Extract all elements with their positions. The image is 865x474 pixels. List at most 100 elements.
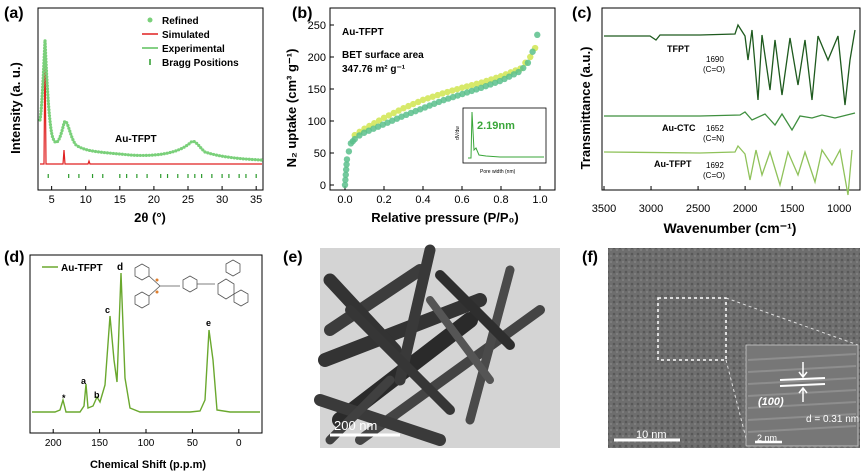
- refined-point: [42, 64, 46, 68]
- panel-b-isotherm-points: [341, 31, 541, 189]
- peak-label-a: a: [81, 376, 87, 386]
- tick-label: 2500: [686, 203, 710, 215]
- panel-c-peak3-group: (C=O): [703, 171, 725, 180]
- desorption-point: [527, 53, 534, 61]
- panel-c-label-tfpt: TFPT: [667, 44, 690, 54]
- refined-point: [46, 96, 50, 100]
- refined-point: [45, 78, 49, 82]
- panel-a-bragg-positions: [47, 174, 257, 178]
- refined-point: [40, 91, 44, 95]
- refined-point: [57, 137, 61, 141]
- refined-point: [256, 158, 260, 162]
- refined-point: [47, 105, 51, 109]
- panel-c-frame: [601, 7, 861, 191]
- panel-c-peak1-value: 1690: [706, 55, 724, 64]
- adsorption-point: [343, 161, 350, 168]
- refined-point: [132, 153, 136, 157]
- panel-c-label-auctc: Au-CTC: [662, 123, 696, 133]
- refined-point: [39, 112, 43, 116]
- refined-point: [58, 134, 62, 138]
- desorption-point: [400, 105, 407, 112]
- tick-label: 50: [187, 438, 199, 449]
- tick-label: 0.8: [493, 194, 508, 206]
- panel-e: (e) 200 nm: [283, 244, 560, 448]
- refined-point: [199, 146, 203, 150]
- panel-b: (b) N₂ uptake (cm³ g⁻¹) 0.0 0.2 0.4 0.6 0.8 1…: [284, 5, 556, 225]
- panel-b-letter: (b): [292, 5, 312, 22]
- desorption-point: [463, 83, 471, 90]
- refined-point: [48, 117, 52, 121]
- refined-point: [45, 81, 49, 85]
- panel-c-label-autfpt: Au-TFPT: [654, 159, 692, 169]
- refined-point: [41, 85, 45, 89]
- refined-point: [197, 143, 201, 148]
- tick-label: 0: [320, 180, 326, 192]
- desorption-point: [478, 79, 485, 86]
- refined-point: [42, 67, 46, 71]
- tick-label: 0.2: [376, 194, 391, 206]
- panel-c-ylabel: Transmittance (a.u.): [578, 47, 593, 170]
- lattice-fringes: [747, 353, 857, 433]
- refined-point: [68, 129, 72, 133]
- tick-label: 0.6: [454, 194, 469, 206]
- refined-point: [41, 79, 45, 83]
- refined-point: [201, 148, 205, 152]
- panel-b-inset: 2.19nm Pore width (nm) dV/dw: [455, 107, 547, 175]
- refined-point: [38, 118, 42, 122]
- zoom-box: [657, 297, 727, 361]
- desorption-point: [375, 117, 383, 124]
- panel-c-autfpt-line: [603, 144, 853, 196]
- panel-c-xticks: 3500 3000 2500 2000 1500 1000: [592, 186, 851, 215]
- refined-point: [46, 90, 50, 94]
- desorption-point: [395, 107, 402, 114]
- refined-point: [51, 137, 56, 141]
- arrow-up-icon: [798, 386, 808, 402]
- refined-point: [39, 103, 44, 107]
- panel-d-xticks: 200 150 100 50 0: [45, 429, 242, 449]
- adsorption-point: [343, 156, 351, 163]
- panel-c-xlabel: Wavenumber (cm⁻¹): [664, 220, 797, 236]
- refined-point: [182, 145, 186, 149]
- refined-point: [87, 148, 92, 153]
- desorption-point: [380, 114, 388, 122]
- adsorption-point: [515, 68, 522, 76]
- panel-d-xlabel: Chemical Shift (p.p.m): [90, 459, 206, 471]
- refined-point: [53, 140, 57, 144]
- refined-point: [185, 144, 189, 148]
- refined-point: [71, 138, 75, 142]
- panel-d-structure-drawing: [134, 259, 249, 309]
- panel-a-ylabel: Intensity (a. u.): [8, 62, 23, 154]
- desorption-point: [405, 102, 412, 110]
- peak-label-b: b: [94, 390, 100, 400]
- tick-label: 20: [148, 194, 160, 206]
- refined-point: [247, 157, 251, 161]
- refined-point: [153, 153, 157, 157]
- panel-a-refined-points: [38, 39, 263, 162]
- refined-point: [217, 154, 222, 158]
- panel-b-inset-xlabel: Pore width (nm): [480, 169, 516, 175]
- tick-label: 30: [216, 194, 228, 206]
- panel-e-letter: (e): [283, 249, 303, 266]
- desorption-point: [385, 112, 393, 119]
- refined-point: [44, 63, 48, 67]
- refined-point: [45, 75, 49, 79]
- refined-point: [65, 121, 69, 125]
- legend-experimental: Experimental: [162, 44, 225, 55]
- desorption-point: [434, 91, 441, 99]
- refined-point: [47, 111, 51, 115]
- adsorption-point: [520, 64, 527, 72]
- arrow-down-icon: [798, 362, 808, 379]
- panel-a-letter: (a): [4, 5, 24, 22]
- refined-point: [105, 151, 110, 155]
- panel-a-xticks: 5 10 15 20 25 30 35: [49, 186, 262, 206]
- panel-d-nmr-line: [32, 272, 260, 413]
- tick-label: 250: [308, 20, 326, 32]
- adsorption-point: [534, 31, 541, 39]
- tick-label: 0: [236, 438, 242, 449]
- refined-point: [244, 157, 248, 161]
- adsorption-point: [342, 176, 349, 184]
- adsorption-point: [356, 132, 363, 139]
- panel-c: (c) Transmittance (a.u.) 3500 3000 2500 200…: [572, 5, 861, 236]
- tick-label: 15: [114, 194, 126, 206]
